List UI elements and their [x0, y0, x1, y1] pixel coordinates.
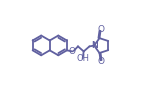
Text: O: O	[97, 25, 104, 34]
Text: OH: OH	[76, 54, 89, 63]
Text: O: O	[97, 57, 104, 66]
Text: N: N	[91, 41, 98, 50]
Text: O: O	[69, 47, 76, 56]
Text: N: N	[91, 41, 98, 50]
